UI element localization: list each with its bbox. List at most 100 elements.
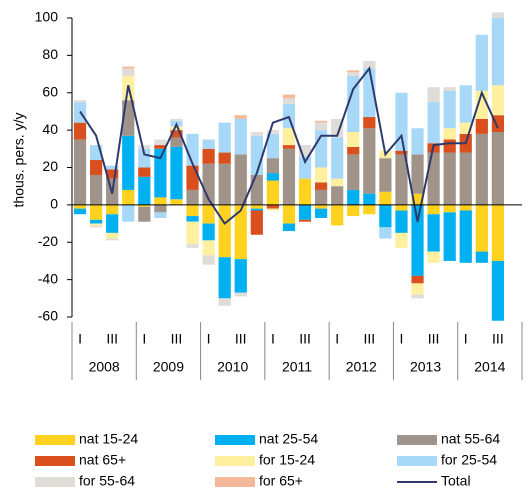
y-axis-label: thous. pers. y/y bbox=[11, 113, 27, 208]
legend-swatch bbox=[215, 456, 255, 466]
bar-segment bbox=[379, 227, 392, 239]
bar-segment bbox=[73, 139, 87, 205]
bar-segment bbox=[90, 219, 103, 224]
legend-swatch bbox=[35, 456, 75, 466]
bar-segment bbox=[170, 118, 183, 121]
bar-segment bbox=[491, 85, 504, 116]
bar-segment bbox=[106, 238, 119, 241]
x-tick-label: I bbox=[464, 331, 468, 347]
bar-segment bbox=[315, 204, 328, 209]
bar-segment bbox=[202, 255, 215, 265]
bar-segment bbox=[282, 98, 296, 104]
bar-segment bbox=[459, 204, 472, 211]
bar-segment bbox=[459, 210, 472, 263]
bar-segment bbox=[443, 87, 456, 91]
bar-segment bbox=[218, 204, 231, 258]
bar-segment bbox=[395, 92, 408, 151]
year-label: 2010 bbox=[217, 359, 248, 375]
bar-segment bbox=[411, 204, 424, 276]
y-tick-label: 80 bbox=[42, 46, 58, 62]
bar-segment bbox=[315, 122, 328, 131]
bar-segment bbox=[122, 135, 135, 190]
x-tick-label: I bbox=[400, 331, 404, 347]
bar-segment bbox=[395, 150, 408, 155]
bar-segment bbox=[122, 189, 135, 205]
bar-segment bbox=[234, 154, 247, 205]
bar-segment bbox=[282, 128, 296, 146]
legend-swatch bbox=[215, 435, 255, 445]
bar-segment bbox=[218, 163, 231, 205]
y-tick-label: 40 bbox=[42, 121, 58, 137]
legend-label: Total bbox=[441, 473, 471, 489]
y-tick-label: 100 bbox=[35, 9, 59, 25]
bar-segment bbox=[298, 156, 312, 179]
x-tick-label: III bbox=[106, 331, 118, 347]
bar-segment bbox=[250, 204, 263, 209]
legend-swatch bbox=[215, 477, 255, 487]
x-tick-label: I bbox=[207, 331, 211, 347]
bar-segment bbox=[459, 152, 472, 205]
y-tick-label: 0 bbox=[50, 196, 58, 212]
bar-segment bbox=[427, 214, 440, 252]
bar-segment bbox=[443, 128, 456, 140]
bar-segment bbox=[154, 197, 167, 205]
bar-segment bbox=[411, 193, 424, 205]
bar-segment bbox=[250, 131, 263, 136]
total-line bbox=[79, 66, 499, 226]
bar-segment bbox=[234, 118, 247, 155]
x-tick-label: I bbox=[142, 331, 146, 347]
bar-segment bbox=[266, 180, 279, 205]
bar-segment bbox=[395, 204, 408, 211]
bar-segment bbox=[250, 135, 263, 175]
bar-segment bbox=[347, 70, 360, 73]
bar-segment bbox=[347, 75, 360, 132]
bar-segment bbox=[331, 178, 344, 187]
bar-segment bbox=[170, 126, 183, 131]
bar-segment bbox=[266, 158, 279, 174]
x-tick-label: III bbox=[428, 331, 440, 347]
bar-segment bbox=[427, 204, 440, 215]
bar-segment bbox=[234, 204, 247, 260]
bar-segment bbox=[266, 208, 279, 211]
bar-segment bbox=[218, 298, 231, 306]
bar-segment bbox=[315, 182, 328, 190]
x-tick-label: III bbox=[171, 331, 183, 347]
bar-segment bbox=[315, 167, 328, 183]
bar-segment bbox=[138, 204, 151, 207]
bar-segment bbox=[234, 115, 247, 119]
bar-segment bbox=[475, 251, 488, 263]
bar-segment bbox=[138, 167, 151, 177]
x-tick-label: III bbox=[299, 331, 311, 347]
year-label: 2012 bbox=[346, 359, 377, 375]
x-tick-label: III bbox=[363, 331, 375, 347]
bar-segment bbox=[202, 240, 215, 256]
bar-segment bbox=[250, 208, 263, 211]
bar-segment bbox=[363, 128, 376, 194]
bar-segment bbox=[427, 87, 440, 103]
bar-segment bbox=[363, 117, 376, 129]
bar-segment bbox=[170, 199, 183, 205]
bar-segment bbox=[379, 158, 392, 192]
bar-segment bbox=[90, 223, 103, 226]
bar-segment bbox=[106, 214, 119, 233]
bar-segment bbox=[266, 173, 279, 181]
legend-swatch bbox=[397, 435, 437, 445]
legend-swatch bbox=[397, 456, 437, 466]
bar-segment bbox=[250, 210, 263, 235]
bar-segment bbox=[331, 118, 344, 138]
bar-segment bbox=[234, 259, 247, 293]
bar-segment bbox=[122, 204, 135, 222]
legend-label: nat 65+ bbox=[79, 452, 126, 468]
bar-segment bbox=[347, 189, 360, 205]
bar-segment bbox=[363, 193, 376, 205]
bar-segment bbox=[475, 204, 488, 252]
bar-segment bbox=[491, 18, 504, 86]
x-tick-label: III bbox=[492, 331, 504, 347]
bar-segment bbox=[315, 208, 328, 218]
y-tick-label: -60 bbox=[38, 308, 58, 324]
legend-swatch bbox=[35, 435, 75, 445]
bar-segment bbox=[138, 145, 151, 149]
bar-segment bbox=[282, 148, 296, 205]
x-tick-label: I bbox=[78, 331, 82, 347]
x-tick-label: III bbox=[235, 331, 247, 347]
